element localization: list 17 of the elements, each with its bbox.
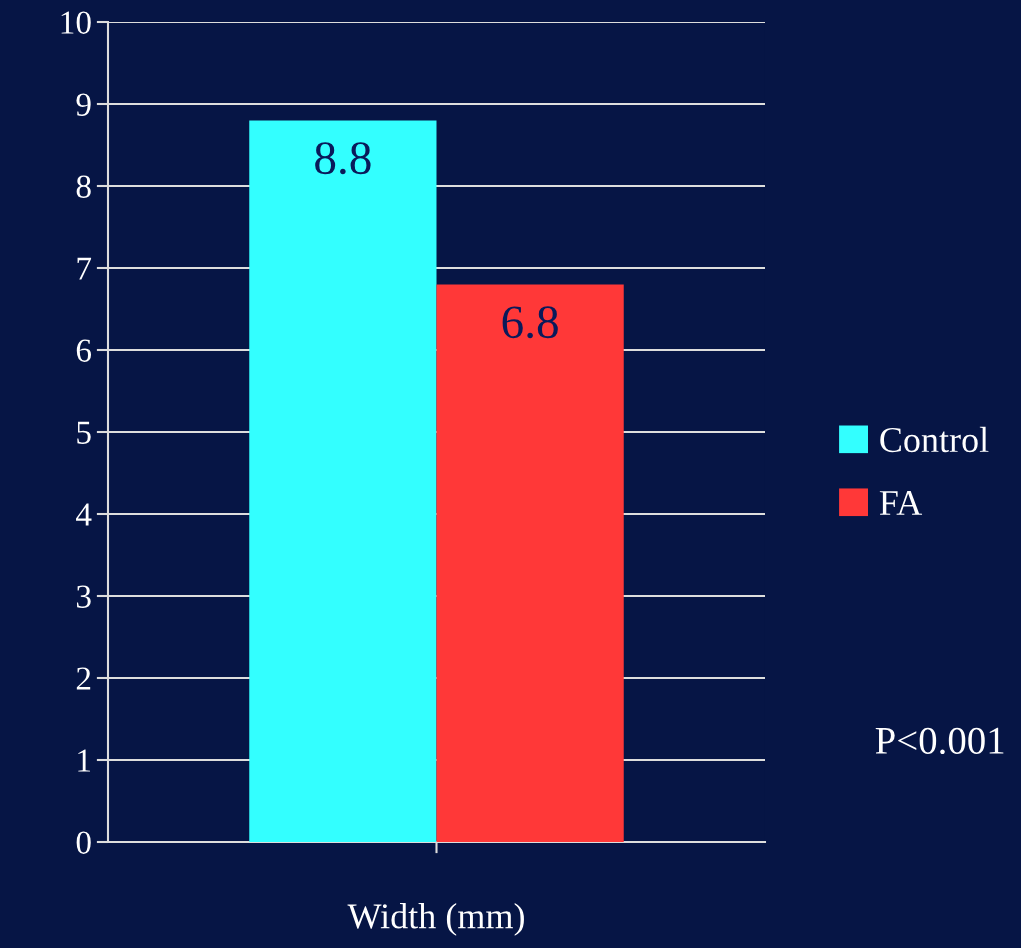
- y-tick-label: 7: [77, 257, 92, 280]
- legend-label: FA: [879, 490, 923, 515]
- y-tick-label: 1: [78, 749, 91, 772]
- text: P<0.001: [875, 727, 1004, 755]
- y-tick-label: 2: [76, 667, 91, 690]
- y-tick-label: 0: [76, 831, 91, 854]
- y-tick-label: 8: [76, 175, 91, 198]
- y-tick-label: 4: [76, 503, 92, 526]
- legend-label: Control: [880, 426, 989, 453]
- y-tick-label: 10: [61, 11, 91, 34]
- x-tick-label: Width (mm): [347, 903, 524, 936]
- y-tick-label: 6: [76, 339, 92, 362]
- y-tick-label: 9: [76, 93, 91, 116]
- y-tick-label: 5: [77, 421, 91, 444]
- data-label: 8.8: [315, 142, 371, 175]
- data-label: 6.8: [502, 306, 558, 339]
- y-tick-label: 3: [76, 585, 91, 608]
